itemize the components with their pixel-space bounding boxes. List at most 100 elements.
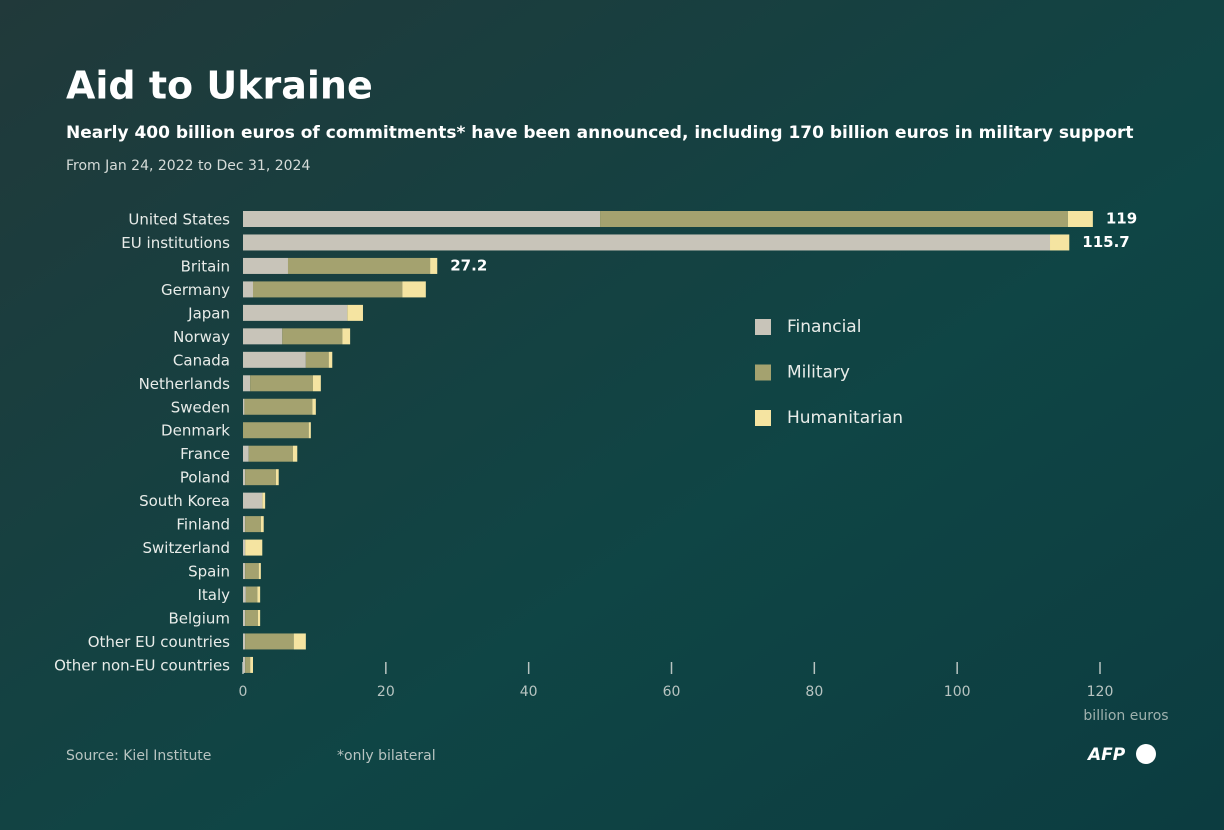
y-tick-label: EU institutions (121, 234, 230, 252)
bar-segment (243, 539, 246, 556)
bar-segment (245, 609, 258, 626)
y-tick-label: Canada (173, 351, 230, 369)
bar-segment (258, 563, 261, 580)
legend-swatch (755, 319, 771, 335)
bar-segment (402, 281, 426, 298)
bar-segment (430, 257, 438, 274)
y-tick-label: Spain (188, 563, 230, 581)
bar-segment (243, 257, 288, 274)
y-tick-label: Belgium (169, 609, 231, 627)
bar-segment (243, 328, 283, 345)
bar-segment (243, 375, 251, 392)
note: *only bilateral (337, 748, 436, 764)
bar-segment (245, 539, 263, 556)
bar-segment (292, 445, 298, 462)
bar-segment (244, 398, 313, 415)
bar-segment (245, 469, 276, 486)
bar-segment (342, 328, 351, 345)
bar-segment (243, 422, 309, 439)
bar-segment (243, 211, 601, 227)
bar-segment (243, 633, 246, 650)
bar-segment (243, 516, 246, 533)
y-tick-label: Poland (180, 469, 230, 487)
bar-segment (243, 656, 246, 673)
bar-segment (293, 633, 306, 650)
x-tick-label: 0 (239, 684, 248, 700)
bar-segment (243, 563, 246, 580)
bar-segment (252, 281, 403, 298)
bar-segment (243, 398, 245, 415)
bar-segment (243, 469, 246, 486)
period: From Jan 24, 2022 to Dec 31, 2024 (66, 158, 310, 174)
bar-segment (243, 281, 253, 298)
bar-segment (243, 234, 1051, 251)
total-label: 27.2 (450, 256, 487, 274)
y-tick-label: United States (128, 211, 230, 229)
bar-segment (257, 609, 261, 626)
bar-segment (600, 211, 1068, 227)
bar-segment (260, 516, 264, 533)
bar-segment (248, 445, 293, 462)
legend-swatch (755, 410, 771, 426)
y-tick-label: Japan (187, 304, 230, 322)
y-tick-label: Finland (176, 516, 230, 534)
x-tick-label: 80 (805, 684, 823, 700)
y-tick-label: Italy (197, 586, 230, 604)
bar-segment (287, 257, 431, 274)
x-tick-label: 60 (663, 684, 681, 700)
bar-segment (257, 586, 261, 603)
bar-segment (308, 422, 311, 439)
bar-segment (243, 445, 249, 462)
y-tick-label: Other EU countries (88, 633, 230, 651)
bar-segment (245, 586, 258, 603)
logo: AFP (1086, 745, 1126, 765)
bar-segment (312, 375, 321, 392)
y-tick-label: South Korea (139, 492, 230, 510)
total-label: 115.7 (1082, 233, 1129, 251)
bar-segment (328, 351, 333, 368)
x-axis-label: billion euros (1083, 708, 1168, 724)
y-tick-label: Britain (181, 257, 230, 275)
bar-segment (262, 492, 266, 509)
y-tick-label: Norway (173, 328, 230, 346)
bar-segment (282, 328, 343, 345)
y-tick-label: Other non-EU countries (54, 656, 230, 674)
x-tick-label: 120 (1087, 684, 1114, 700)
legend-label: Military (787, 363, 850, 383)
bar-segment (243, 609, 246, 626)
y-tick-label: France (180, 445, 230, 463)
bar-segment (1067, 211, 1093, 227)
bar-segment (347, 304, 363, 321)
y-tick-label: Netherlands (139, 375, 231, 393)
bar-segment (243, 304, 348, 321)
x-tick-label: 100 (944, 684, 971, 700)
bar-segment (250, 656, 253, 673)
bar-segment (305, 351, 329, 368)
y-tick-label: Sweden (171, 398, 230, 416)
chart-title: Aid to Ukraine (66, 64, 373, 108)
bar-segment (1050, 234, 1070, 251)
legend-label: Financial (787, 317, 861, 337)
bar-segment (245, 633, 294, 650)
legend-swatch (755, 364, 771, 381)
x-tick-label: 20 (377, 684, 395, 700)
total-label: 119 (1106, 210, 1137, 228)
y-tick-label: Denmark (161, 422, 230, 440)
bar-segment (245, 563, 259, 580)
bar-segment (245, 516, 261, 533)
logo-dot (1136, 744, 1156, 764)
bar-segment (243, 351, 306, 368)
y-tick-label: Switzerland (143, 539, 231, 557)
bar-segment (243, 492, 263, 509)
bar-segment (275, 469, 279, 486)
bar-segment (250, 375, 313, 392)
x-tick-label: 40 (520, 684, 538, 700)
y-tick-label: Germany (161, 281, 230, 299)
bar-segment (245, 656, 251, 673)
legend-label: Humanitarian (787, 408, 903, 428)
bar-segment (312, 398, 316, 415)
bar-segment (243, 586, 246, 603)
source: Source: Kiel Institute (66, 748, 211, 764)
